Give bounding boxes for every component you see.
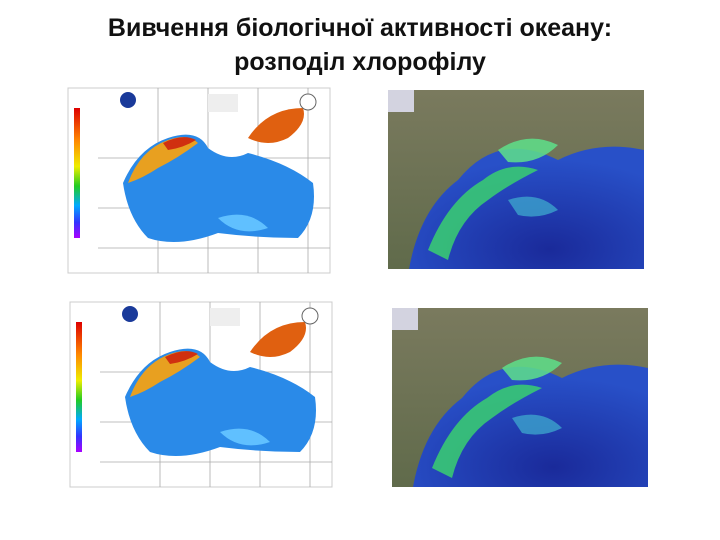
satellite-image: [392, 308, 648, 493]
satellite-image: [388, 90, 644, 275]
title-line: розподіл хлорофілу: [234, 48, 486, 76]
chlorophyll-map: [67, 87, 331, 274]
chlorophyll-map: [69, 301, 333, 488]
title-line: Вивчення біологічної активності океану:: [107, 14, 613, 42]
